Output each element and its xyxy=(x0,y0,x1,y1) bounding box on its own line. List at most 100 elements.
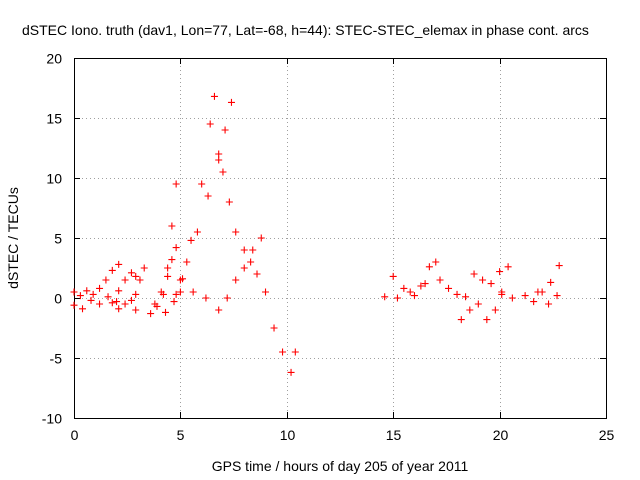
data-point xyxy=(89,290,97,298)
data-point xyxy=(193,228,201,236)
data-point xyxy=(400,284,408,292)
y-tick-label: 0 xyxy=(54,291,62,307)
data-point xyxy=(132,290,140,298)
data-point xyxy=(164,272,172,280)
chart-title: dSTEC Iono. truth (dav1, Lon=77, Lat=-68… xyxy=(22,22,589,38)
data-point xyxy=(279,348,287,356)
data-point xyxy=(198,180,206,188)
data-arc xyxy=(215,150,299,376)
y-tick-label: -10 xyxy=(42,411,62,427)
data-point xyxy=(102,276,110,284)
data-point xyxy=(127,269,135,277)
data-point xyxy=(381,293,389,301)
data-point xyxy=(115,305,123,313)
data-point xyxy=(483,316,491,324)
data-point xyxy=(491,306,499,314)
data-point xyxy=(406,288,414,296)
data-point xyxy=(436,276,444,284)
data-point xyxy=(127,296,135,304)
data-point xyxy=(496,268,504,276)
data-point xyxy=(232,228,240,236)
data-point xyxy=(417,282,425,290)
x-tick-label: 20 xyxy=(493,427,509,443)
data-point xyxy=(508,294,516,302)
data-point xyxy=(453,290,461,298)
data-point xyxy=(291,348,299,356)
data-point xyxy=(425,263,433,271)
data-point xyxy=(76,292,84,300)
data-point xyxy=(162,308,170,316)
data-point xyxy=(215,156,223,164)
data-arc xyxy=(176,234,265,314)
y-tick-label: 15 xyxy=(46,111,62,127)
data-point xyxy=(132,272,140,280)
data-point xyxy=(555,262,563,270)
data-point xyxy=(168,256,176,264)
data-point xyxy=(70,301,78,309)
data-arc xyxy=(381,263,470,302)
data-point xyxy=(147,310,155,318)
data-point xyxy=(176,288,184,296)
data-point xyxy=(140,264,148,272)
y-tick-label: 10 xyxy=(46,171,62,187)
data-point xyxy=(87,296,95,304)
data-point xyxy=(121,276,129,284)
data-point xyxy=(462,293,470,301)
data-point xyxy=(547,278,555,286)
data-point xyxy=(270,324,278,332)
data-point xyxy=(466,306,474,314)
data-point xyxy=(249,246,257,254)
x-tick-label: 25 xyxy=(599,427,615,443)
y-tick-label: -5 xyxy=(50,351,63,367)
data-point xyxy=(79,305,87,313)
data-point xyxy=(132,306,140,314)
data-point xyxy=(115,287,123,295)
data-arc xyxy=(151,244,180,308)
data-point xyxy=(83,287,91,295)
data-arc xyxy=(70,293,121,313)
data-point xyxy=(225,198,233,206)
data-point xyxy=(545,300,553,308)
data-arc xyxy=(470,263,512,288)
data-point xyxy=(504,263,512,271)
data-point xyxy=(219,168,227,176)
data-point xyxy=(538,288,546,296)
data-point xyxy=(70,288,78,296)
data-point xyxy=(170,298,178,306)
data-point xyxy=(457,316,465,324)
data-point xyxy=(393,294,401,302)
data-point xyxy=(445,284,453,292)
data-point xyxy=(187,236,195,244)
data-point xyxy=(221,126,229,134)
data-point xyxy=(257,234,265,242)
data-arc xyxy=(108,269,140,307)
data-point xyxy=(115,260,123,268)
data-point xyxy=(227,98,235,106)
data-point xyxy=(521,292,529,300)
data-point xyxy=(151,300,159,308)
data-point xyxy=(202,294,210,302)
y-tick-label: 20 xyxy=(46,51,62,67)
data-point xyxy=(253,270,261,278)
x-tick-label: 0 xyxy=(71,427,79,443)
data-point xyxy=(164,264,172,272)
data-point xyxy=(96,300,104,308)
data-point xyxy=(157,288,165,296)
data-arc xyxy=(172,98,235,298)
data-point xyxy=(206,120,214,128)
data-arc xyxy=(147,180,180,318)
x-axis-label: GPS time / hours of day 205 of year 2011 xyxy=(212,458,469,474)
x-tick-label: 10 xyxy=(280,427,296,443)
data-points xyxy=(70,92,563,376)
data-point xyxy=(215,150,223,158)
data-point xyxy=(389,272,397,280)
data-point xyxy=(210,92,218,100)
data-point xyxy=(487,280,495,288)
data-point xyxy=(172,244,180,252)
y-tick-label: 5 xyxy=(54,231,62,247)
data-point xyxy=(108,299,116,307)
data-point xyxy=(183,258,191,266)
data-point xyxy=(479,276,487,284)
data-point xyxy=(232,276,240,284)
